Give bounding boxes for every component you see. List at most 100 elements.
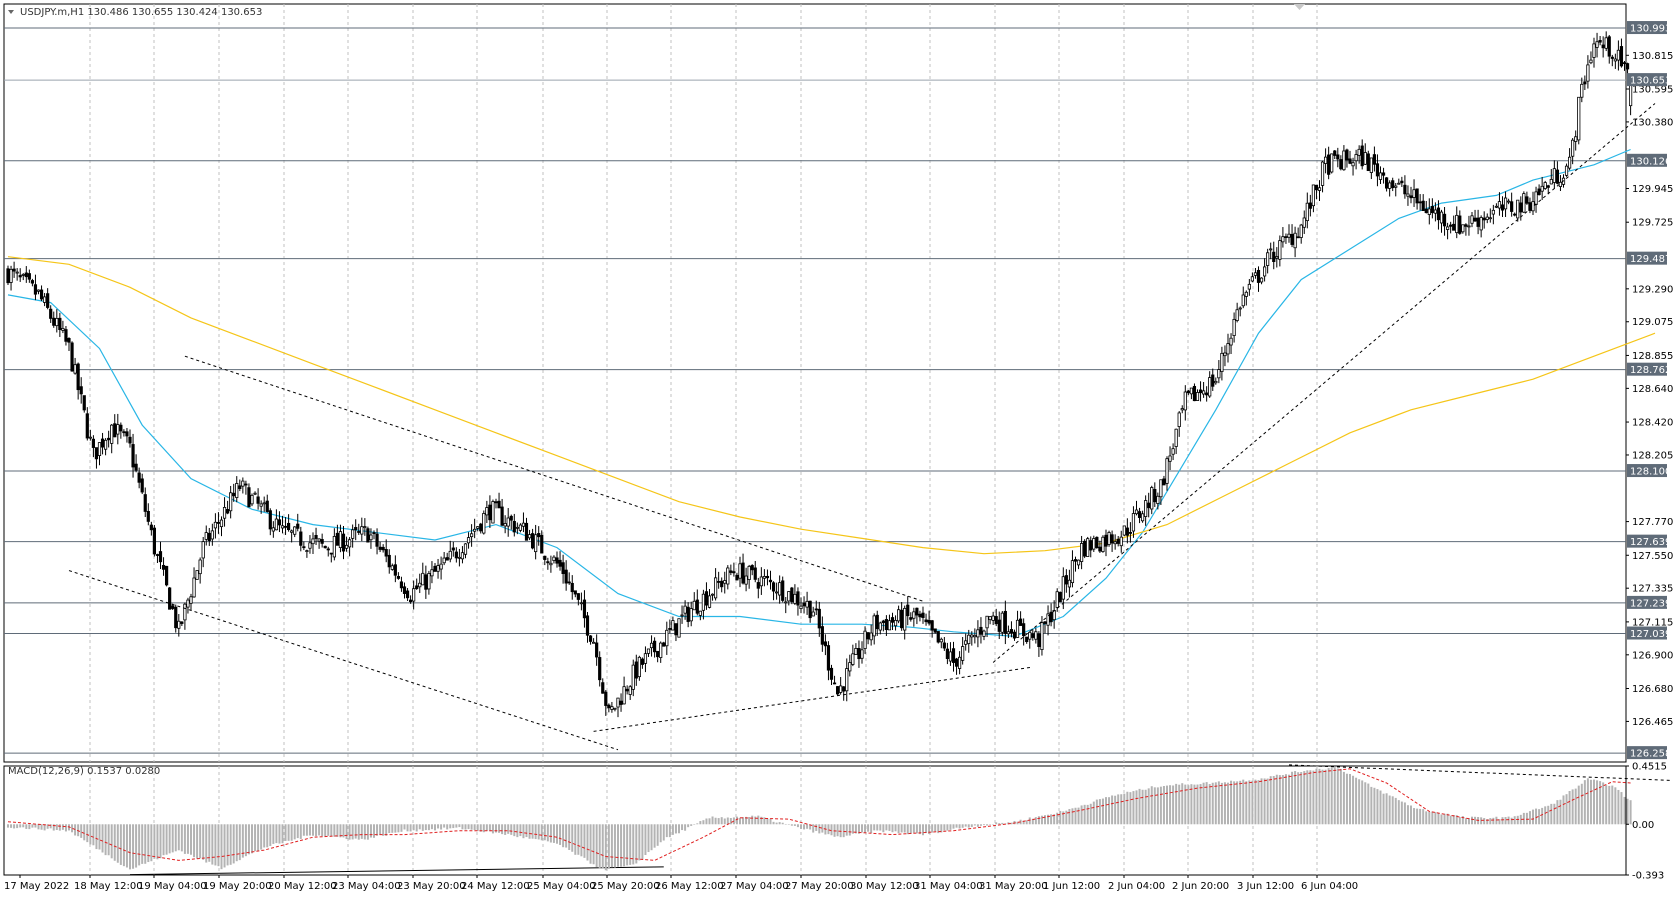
candle-body bbox=[826, 645, 831, 671]
candle-body bbox=[1388, 182, 1392, 189]
macd-bar bbox=[1419, 808, 1422, 825]
macd-bar bbox=[873, 824, 876, 831]
macd-bar bbox=[1608, 785, 1611, 825]
macd-bar bbox=[1098, 799, 1101, 825]
candle-body bbox=[79, 386, 83, 395]
candle-body bbox=[1037, 633, 1041, 647]
macd-bar bbox=[1129, 792, 1132, 825]
macd-bar bbox=[324, 824, 327, 837]
candle-body bbox=[1028, 631, 1032, 640]
macd-bar bbox=[1626, 798, 1629, 825]
candle-body bbox=[448, 550, 452, 560]
macd-bar bbox=[1141, 789, 1144, 825]
macd-bar bbox=[1550, 803, 1553, 825]
macd-bar bbox=[40, 824, 43, 830]
candle-body bbox=[573, 590, 577, 595]
macd-bar bbox=[1080, 805, 1083, 825]
macd-bar bbox=[598, 824, 601, 869]
macd-bar bbox=[86, 824, 89, 843]
macd-bar bbox=[839, 824, 842, 838]
macd-bar bbox=[1254, 779, 1257, 825]
macd-bar bbox=[476, 824, 479, 832]
candle-body bbox=[1275, 256, 1279, 259]
macd-bar bbox=[302, 824, 305, 836]
candle-body bbox=[1568, 156, 1572, 169]
macd-bar bbox=[513, 824, 516, 837]
macd-bar bbox=[244, 824, 247, 857]
macd-bar bbox=[1376, 789, 1379, 825]
chart-shift-marker-icon[interactable] bbox=[1294, 4, 1305, 10]
price-label-box bbox=[1627, 534, 1667, 548]
macd-bar bbox=[467, 824, 470, 830]
candle-body bbox=[531, 533, 535, 549]
macd-bar bbox=[662, 824, 665, 841]
macd-bar bbox=[379, 824, 382, 835]
macd-bar bbox=[1364, 782, 1367, 825]
macd-bar bbox=[1181, 783, 1184, 825]
macd-bar bbox=[1126, 791, 1129, 825]
candle-body bbox=[1025, 636, 1029, 643]
candle-body bbox=[335, 532, 340, 546]
macd-bar bbox=[217, 824, 220, 867]
candle-body bbox=[976, 629, 980, 638]
macd-bar bbox=[525, 824, 528, 838]
candle-body bbox=[576, 593, 580, 600]
candle-body bbox=[134, 463, 138, 471]
macd-bar bbox=[1455, 815, 1458, 825]
price-tick-label: 128.205 bbox=[1632, 450, 1673, 461]
candle-body bbox=[277, 519, 282, 526]
candle-body bbox=[1128, 532, 1132, 534]
candle-body bbox=[479, 523, 483, 532]
candle-body bbox=[290, 530, 294, 533]
symbol-menu-icon[interactable] bbox=[8, 10, 14, 14]
macd-bar bbox=[321, 824, 324, 837]
macd-bar bbox=[464, 824, 467, 830]
macd-bar bbox=[1040, 815, 1043, 825]
candle-body bbox=[491, 501, 495, 524]
macd-bar bbox=[543, 824, 546, 841]
macd-bar bbox=[607, 824, 610, 869]
candle-body bbox=[1394, 185, 1398, 188]
candle-body bbox=[158, 551, 163, 563]
macd-bar bbox=[1275, 774, 1278, 825]
macd-bar bbox=[1324, 769, 1327, 825]
macd-bar bbox=[275, 824, 278, 844]
candle-body bbox=[1092, 538, 1096, 550]
macd-bar bbox=[1574, 788, 1577, 825]
candle-body bbox=[1366, 153, 1370, 172]
macd-bar bbox=[1443, 813, 1446, 825]
candle-body bbox=[1232, 319, 1236, 336]
candle-body bbox=[1083, 540, 1087, 557]
candle-body bbox=[848, 662, 852, 672]
macd-bar bbox=[412, 824, 415, 831]
macd-bar bbox=[1507, 816, 1510, 825]
macd-bar bbox=[452, 824, 455, 829]
candle-body bbox=[1424, 208, 1428, 214]
candle-body bbox=[466, 537, 471, 544]
macd-bar bbox=[1400, 801, 1403, 825]
candle-body bbox=[598, 657, 602, 681]
macd-bar bbox=[1010, 822, 1013, 825]
candle-body bbox=[1205, 392, 1209, 396]
candle-body bbox=[1619, 46, 1624, 67]
macd-bar bbox=[1605, 785, 1608, 825]
candle-body bbox=[1061, 576, 1065, 600]
macd-bar bbox=[1095, 799, 1098, 825]
macd-bar bbox=[586, 824, 589, 861]
macd-bar bbox=[772, 821, 775, 825]
candle-body bbox=[851, 653, 855, 665]
candle-body bbox=[723, 580, 727, 584]
macd-info: MACD(12,26,9) 0.1537 0.0280 bbox=[8, 766, 160, 777]
candle-body bbox=[662, 642, 666, 647]
macd-bar bbox=[31, 824, 34, 828]
candle-body bbox=[1485, 216, 1489, 220]
candle-body bbox=[1470, 215, 1474, 224]
macd-bar bbox=[1223, 782, 1226, 825]
candle-body bbox=[546, 561, 550, 564]
candle-body bbox=[930, 620, 934, 631]
macd-bar bbox=[1492, 817, 1495, 825]
macd-bar bbox=[1248, 780, 1251, 825]
candle-body bbox=[967, 634, 971, 644]
candle-body bbox=[1104, 534, 1108, 547]
